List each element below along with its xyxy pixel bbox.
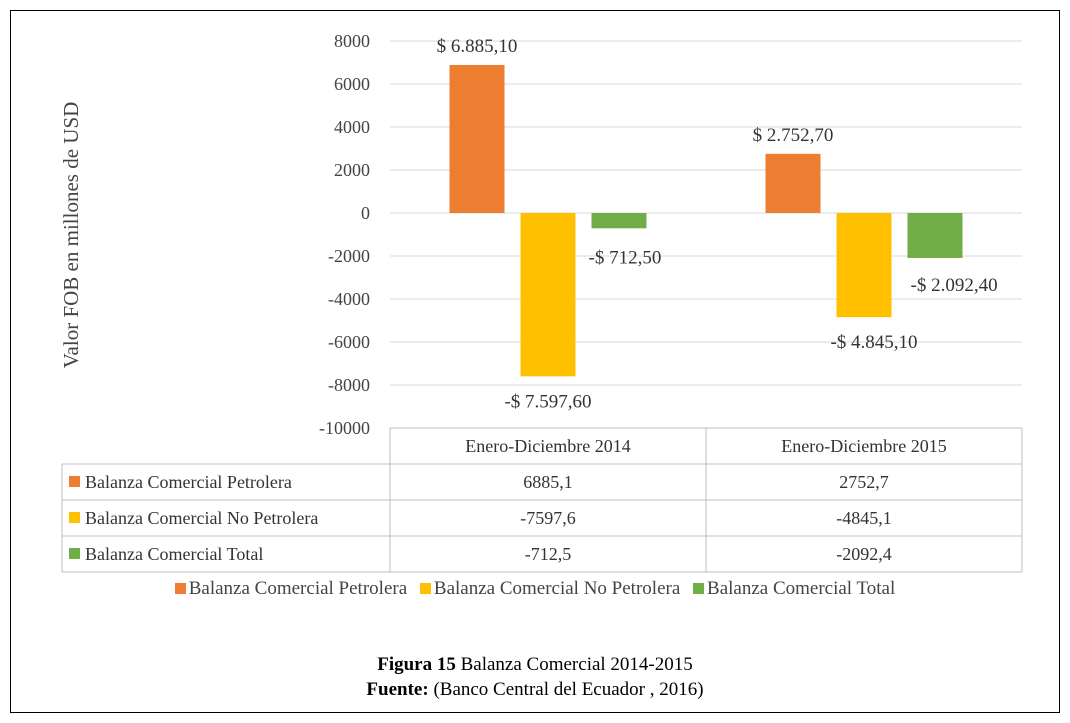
- y-tick-label: 6000: [334, 74, 370, 94]
- legend-label: Balanza Comercial No Petrolera: [433, 578, 681, 599]
- bar: [591, 213, 647, 229]
- bar: [836, 213, 892, 318]
- data-labels: $ 6.885,10 -$ 7.597,60 -$ 712,50 $ 2.752,70…: [437, 36, 998, 412]
- data-label: -$ 2.092,40: [911, 275, 998, 296]
- y-axis-label: Valor FOB en millones de USD: [59, 102, 83, 369]
- bar: [765, 153, 821, 213]
- table-cell: -712,5: [525, 544, 572, 564]
- y-axis-ticks: 8000 6000 4000 2000 0 -2000 -4000 -6000 -8000 -10…: [319, 31, 370, 438]
- figure-source: Fuente: (Banco Central del Ecuador , 201…: [0, 679, 1070, 701]
- bar: [520, 213, 576, 377]
- table-row-label: Balanza Comercial Total: [85, 544, 263, 564]
- table-legend-key: [69, 476, 80, 487]
- y-tick-label: -4000: [328, 289, 370, 309]
- table-cell: 2752,7: [839, 472, 889, 492]
- y-tick-label: 8000: [334, 31, 370, 51]
- bar: [907, 213, 963, 258]
- data-label: $ 6.885,10: [437, 36, 518, 57]
- data-label: -$ 712,50: [589, 247, 662, 268]
- bars: [449, 64, 963, 377]
- data-label: -$ 7.597,60: [504, 391, 591, 412]
- figure-caption: Figura 15 Balanza Comercial 2014-2015: [0, 654, 1070, 676]
- data-label: -$ 4.845,10: [830, 332, 917, 353]
- table-cell: -4845,1: [836, 508, 892, 528]
- legend: Balanza Comercial Petrolera Balanza Come…: [0, 578, 1070, 600]
- table-legend-key: [69, 512, 80, 523]
- legend-label: Balanza Comercial Petrolera: [188, 578, 408, 599]
- legend-item-petrolera: Balanza Comercial Petrolera: [174, 578, 408, 600]
- source-label: Fuente:: [366, 679, 429, 700]
- table-row-label: Balanza Comercial No Petrolera: [85, 508, 318, 528]
- bar: [449, 64, 505, 213]
- y-tick-label: -6000: [328, 332, 370, 352]
- table-header-cell: Enero-Diciembre 2014: [465, 436, 630, 456]
- legend-swatch: [174, 583, 186, 594]
- y-tick-label: 0: [361, 203, 370, 223]
- legend-item-total: Balanza Comercial Total: [693, 578, 895, 600]
- table-legend-key: [69, 548, 80, 559]
- table-cell: -7597,6: [520, 508, 576, 528]
- y-tick-label: 4000: [334, 117, 370, 137]
- data-table: Enero-Diciembre 2014 Enero-Diciembre 2015…: [61, 427, 1023, 573]
- table-row-label: Balanza Comercial Petrolera: [85, 472, 292, 492]
- y-tick-label: -2000: [328, 246, 370, 266]
- source-text: (Banco Central del Ecuador , 2016): [428, 679, 704, 700]
- legend-item-no-petrolera: Balanza Comercial No Petrolera: [419, 578, 681, 600]
- legend-swatch: [693, 583, 705, 594]
- table-cell: 6885,1: [523, 472, 573, 492]
- table-header-cell: Enero-Diciembre 2015: [781, 436, 946, 456]
- data-label: $ 2.752,70: [753, 125, 834, 146]
- legend-swatch: [419, 583, 431, 594]
- figure-title: Balanza Comercial 2014-2015: [455, 654, 693, 675]
- y-tick-label: -8000: [328, 375, 370, 395]
- y-tick-label: 2000: [334, 160, 370, 180]
- legend-label: Balanza Comercial Total: [707, 578, 896, 599]
- figure-label: Figura 15: [377, 654, 456, 675]
- table-cell: -2092,4: [836, 544, 892, 564]
- y-tick-label: -10000: [319, 418, 370, 438]
